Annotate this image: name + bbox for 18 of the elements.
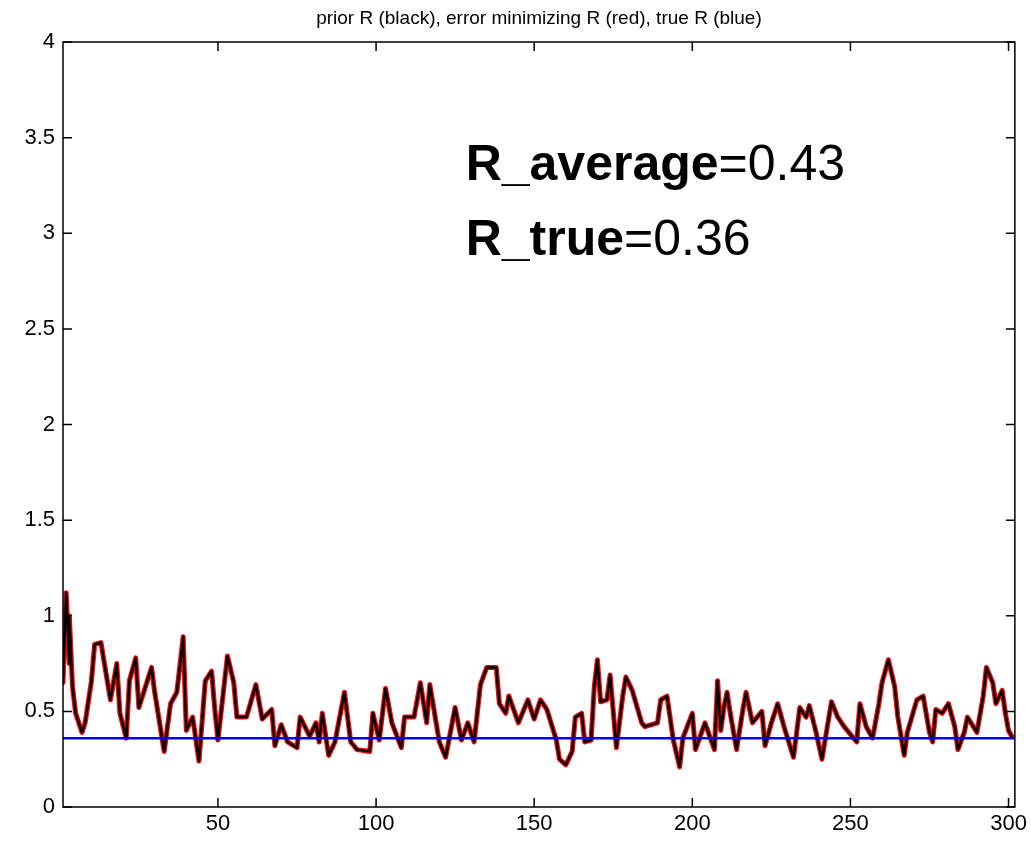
x-tick-label: 300 [990, 810, 1027, 836]
y-tick-label: 3 [42, 219, 55, 245]
annotation: R_true=0.36 [465, 210, 751, 266]
x-tick-label: 100 [357, 810, 395, 836]
x-tick-label: 50 [205, 810, 231, 836]
y-tick-label: 2 [42, 410, 55, 436]
annotation: R_average=0.43 [465, 135, 846, 191]
y-tick-label: 0.5 [24, 697, 55, 723]
x-tick-label: 250 [832, 810, 869, 836]
y-tick-label: 3.5 [24, 123, 55, 149]
y-tick-label: 0 [42, 793, 55, 819]
y-tick-label: 1 [42, 601, 55, 627]
chart-title: prior R (black), error minimizing R (red), true R (blue) [316, 7, 762, 29]
y-tick-label: 1.5 [24, 506, 55, 532]
x-tick-label: 150 [515, 810, 553, 836]
y-tick-label: 2.5 [24, 314, 55, 340]
x-tick-label: 200 [673, 810, 711, 836]
y-tick-label: 4 [42, 28, 55, 54]
